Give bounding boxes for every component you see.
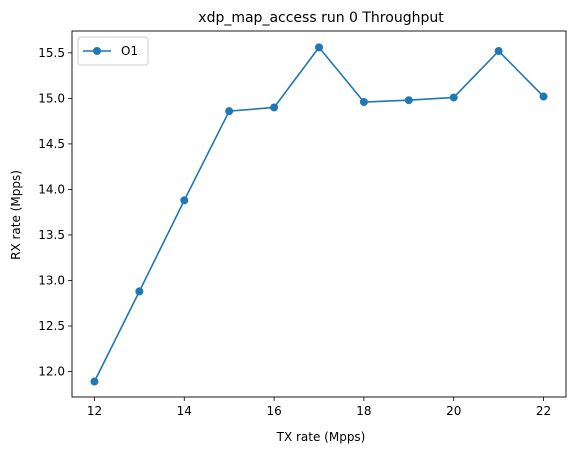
x-tick-label: 18: [356, 404, 371, 418]
chart-title: xdp_map_access run 0 Throughput: [198, 10, 444, 26]
legend-box: [77, 36, 149, 66]
x-tick-label: 20: [446, 404, 461, 418]
y-axis-label: RX rate (Mpps): [9, 170, 23, 260]
data-point: [539, 92, 548, 101]
data-point: [90, 377, 99, 386]
y-tick-label: 12.5: [38, 319, 65, 333]
data-point: [135, 287, 144, 296]
y-tick-label: 14.0: [38, 182, 65, 196]
data-point: [359, 98, 368, 107]
data-point: [180, 196, 189, 205]
legend-label: O1: [121, 44, 138, 58]
plot-frame: [71, 30, 567, 398]
y-tick-label: 13.5: [38, 228, 65, 242]
x-tick-label: 16: [266, 404, 281, 418]
legend: O1: [77, 36, 149, 66]
y-tick-label: 15.0: [38, 91, 65, 105]
data-point: [315, 43, 323, 52]
y-tick-label: 14.5: [38, 137, 65, 151]
data-point: [404, 96, 413, 105]
data-point: [225, 107, 234, 116]
y-tick-label: 13.0: [38, 273, 65, 287]
x-tick-label: 12: [87, 404, 102, 418]
data-point: [494, 47, 503, 56]
data-point: [270, 103, 279, 112]
y-tick-label: 15.5: [38, 46, 65, 60]
x-axis-label: TX rate (Mpps): [276, 430, 366, 444]
plot-area: 12 14 16 18 20 22 12.0 12.5 13.0 13.5 14.0 14.5 15.0…: [38, 30, 567, 418]
legend-swatch-marker: [93, 47, 101, 55]
data-point: [449, 93, 458, 102]
series-line: [93, 46, 545, 382]
x-tick-label: 22: [536, 404, 551, 418]
y-tick-label: 12.0: [38, 365, 65, 379]
x-tick-label: 14: [177, 404, 192, 418]
